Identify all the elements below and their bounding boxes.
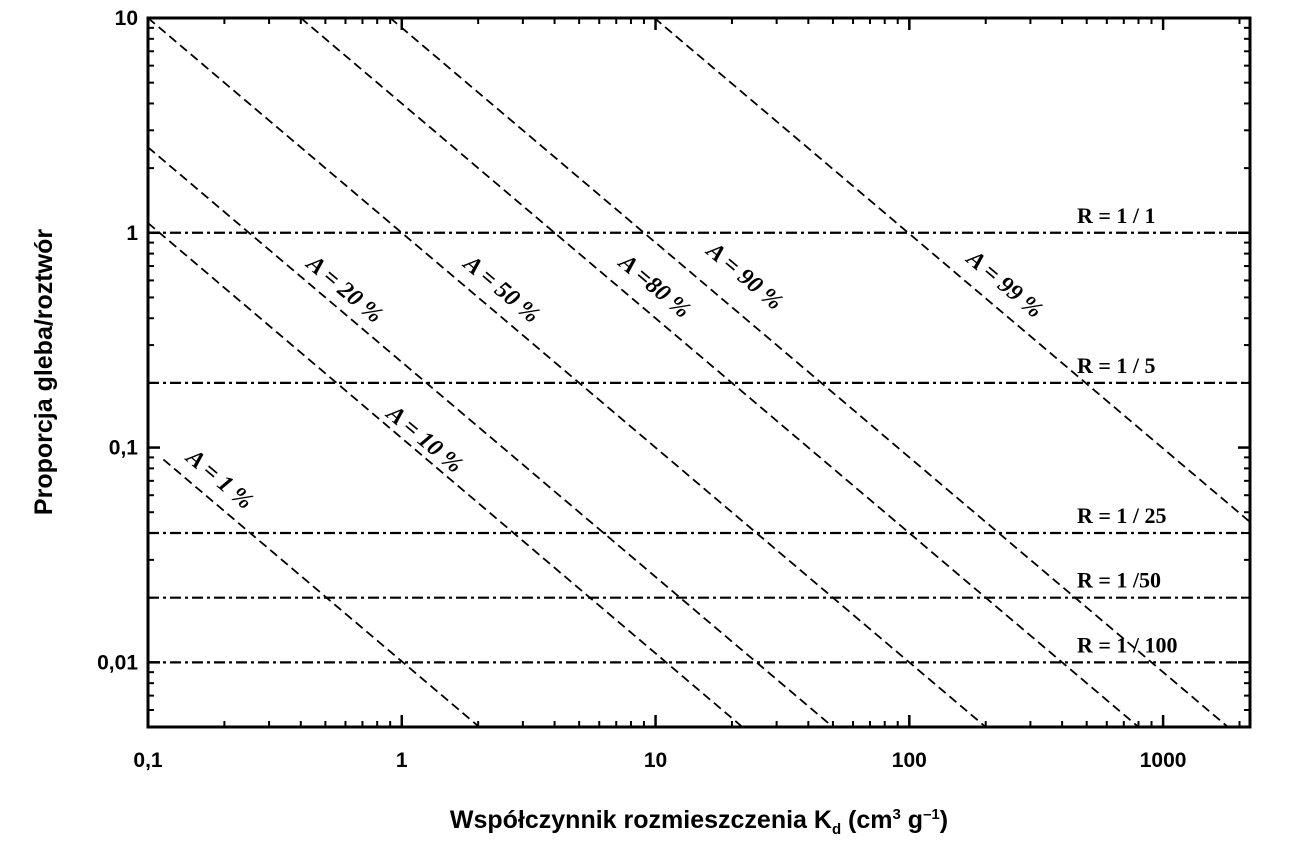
line [162, 458, 479, 727]
reference-label: R = 1 / 5 [1077, 353, 1156, 378]
y-tick-label: 0,1 [109, 437, 139, 460]
x-tick-label: 1 [396, 749, 408, 772]
y-tick-label: 10 [115, 7, 138, 30]
y-tick-label: 0,01 [97, 651, 138, 674]
x-axis-title: Współczynnik rozmieszczenia Kd (cm3 g–1) [450, 806, 948, 838]
line [653, 17, 1251, 523]
line [147, 222, 743, 728]
line-label: A = 90 % [700, 236, 787, 315]
reference-label: R = 1 / 1 [1077, 203, 1156, 228]
x-title-sup: –1 [923, 806, 940, 823]
x-title-sub: d [832, 821, 841, 838]
line-label: A = 99 % [960, 244, 1047, 323]
x-tick-label: 0,1 [133, 749, 163, 772]
reference-label: R = 1 /50 [1077, 568, 1161, 593]
reference-label: R = 1 / 25 [1077, 503, 1167, 528]
reference-label: R = 1 / 100 [1077, 632, 1178, 657]
line [300, 17, 1140, 728]
line [389, 17, 1229, 728]
y-axis-title: Proporcja gleba/roztwór [30, 229, 58, 515]
x-title-part: (cm [841, 806, 892, 834]
x-tick-label: 1000 [1140, 749, 1187, 772]
line [147, 17, 987, 728]
x-title-part: Współczynnik rozmieszczenia K [450, 806, 832, 834]
x-title-part: ) [940, 806, 948, 834]
line-label: A = 20 % [300, 249, 387, 328]
line-label: A =80 % [612, 248, 695, 323]
y-tick-label: 1 [126, 222, 138, 245]
plot-frame [146, 16, 1252, 729]
line-label: A = 1 % [180, 443, 258, 515]
x-title-sup: 3 [893, 806, 901, 823]
x-title-part: g [901, 806, 923, 834]
x-tick-label: 10 [644, 749, 667, 772]
x-tick-label: 100 [892, 749, 927, 772]
line-label: A = 10 % [380, 399, 467, 478]
line [147, 146, 834, 728]
